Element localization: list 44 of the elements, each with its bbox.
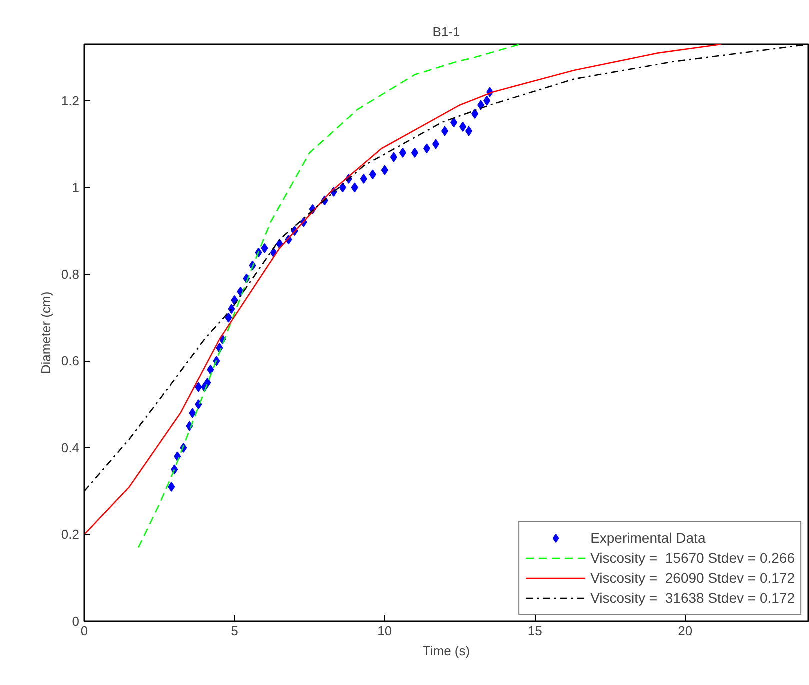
point	[207, 364, 214, 375]
point	[484, 96, 491, 106]
point	[466, 126, 473, 136]
point	[189, 408, 196, 418]
y-tick-label: 0.8	[61, 266, 80, 282]
point	[381, 165, 388, 176]
point	[472, 108, 479, 119]
point	[450, 118, 458, 128]
legend-label: Experimental Data	[590, 530, 706, 546]
y-tick-label: 0.4	[61, 440, 80, 456]
legend-label: Viscosity = 31638 Stdev = 0.172	[590, 590, 795, 606]
point	[390, 152, 398, 162]
y-axis-title: Diameter (cm)	[38, 292, 54, 374]
point	[432, 139, 440, 150]
line-series	[138, 44, 521, 548]
point	[478, 100, 485, 110]
x-tick-label: 10	[378, 624, 392, 638]
y-tick-label: 0	[72, 614, 80, 629]
point	[423, 144, 430, 154]
point	[339, 182, 346, 193]
point	[168, 482, 176, 492]
x-tick-label: 15	[528, 624, 542, 638]
point	[228, 304, 236, 314]
y-tick-label: 1	[72, 180, 80, 196]
point	[195, 400, 202, 410]
point	[195, 382, 202, 392]
point	[411, 148, 418, 158]
chart-title: B1-1	[432, 24, 460, 40]
point	[225, 312, 232, 323]
point	[460, 122, 467, 132]
legend-label: Viscosity = 26090 Stdev = 0.172	[590, 570, 795, 586]
x-tick-label: 5	[231, 624, 238, 638]
x-axis-title: Time (s)	[422, 644, 470, 658]
point	[351, 182, 358, 193]
point	[360, 174, 368, 184]
point	[204, 378, 212, 388]
legend-label: Viscosity = 15670 Stdev = 0.266	[590, 550, 795, 566]
y-tick-label: 0.6	[61, 354, 80, 369]
point	[369, 170, 376, 180]
point	[399, 148, 406, 158]
y-tick-label: 1.2	[61, 93, 80, 108]
y-tick-label: 0.2	[61, 527, 80, 542]
point	[261, 243, 268, 254]
x-tick-label: 20	[678, 624, 693, 638]
